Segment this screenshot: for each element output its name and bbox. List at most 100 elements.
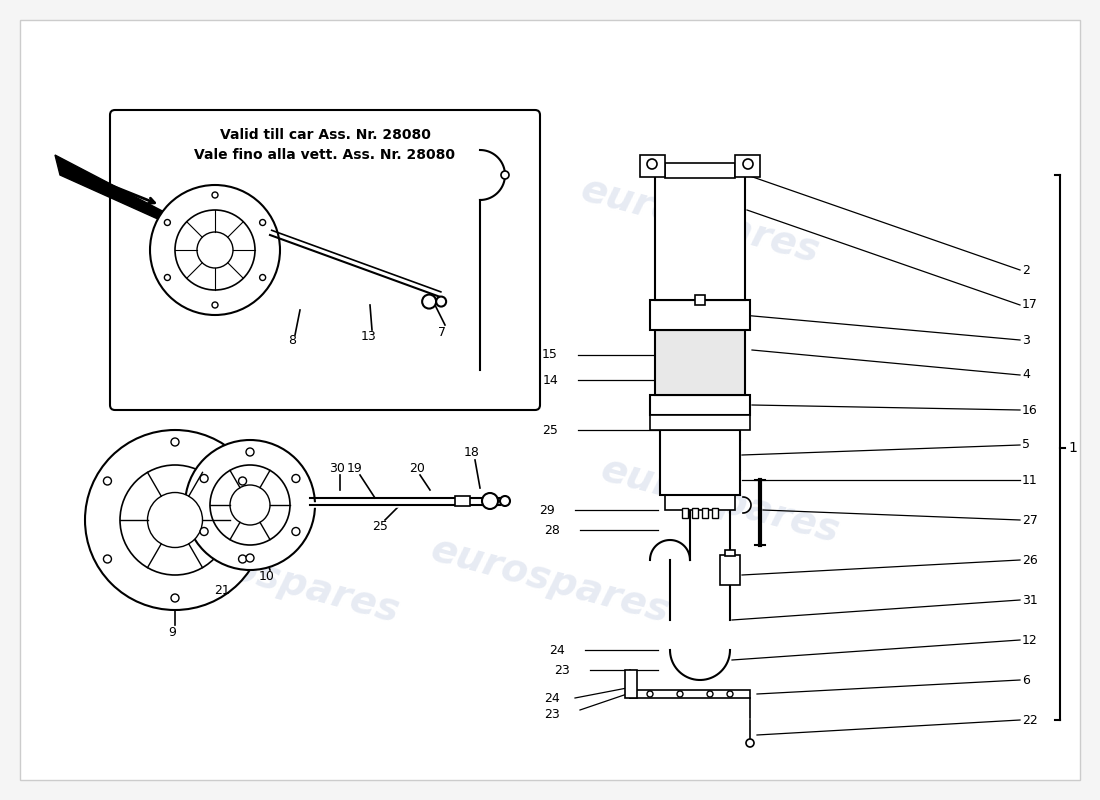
Bar bbox=[725, 550, 735, 556]
Text: Valid till car Ass. Nr. 28080: Valid till car Ass. Nr. 28080 bbox=[220, 128, 430, 142]
Text: 5: 5 bbox=[1022, 438, 1030, 451]
Text: 11: 11 bbox=[1022, 474, 1037, 486]
Circle shape bbox=[292, 527, 300, 535]
Circle shape bbox=[647, 691, 653, 697]
Circle shape bbox=[103, 477, 111, 485]
Text: 27: 27 bbox=[1022, 514, 1038, 526]
Bar bbox=[692, 508, 698, 518]
Bar bbox=[654, 330, 745, 395]
Circle shape bbox=[120, 465, 230, 575]
Circle shape bbox=[150, 185, 280, 315]
Circle shape bbox=[246, 554, 254, 562]
Circle shape bbox=[185, 440, 315, 570]
Bar bbox=[666, 490, 735, 510]
Text: 24: 24 bbox=[544, 691, 560, 705]
Circle shape bbox=[164, 219, 170, 226]
Bar bbox=[660, 430, 740, 495]
Text: Vale fino alla vett. Ass. Nr. 28080: Vale fino alla vett. Ass. Nr. 28080 bbox=[195, 148, 455, 162]
FancyBboxPatch shape bbox=[110, 110, 540, 410]
Circle shape bbox=[260, 219, 265, 226]
Text: 6: 6 bbox=[1022, 674, 1030, 686]
Circle shape bbox=[676, 691, 683, 697]
Circle shape bbox=[200, 527, 208, 535]
Circle shape bbox=[200, 474, 208, 482]
Text: eurospares: eurospares bbox=[576, 170, 824, 270]
Text: 19: 19 bbox=[348, 462, 363, 474]
Text: 30: 30 bbox=[329, 462, 345, 474]
Text: 1: 1 bbox=[1068, 441, 1077, 454]
Text: 23: 23 bbox=[544, 709, 560, 722]
Text: 22: 22 bbox=[1022, 714, 1037, 726]
Bar bbox=[682, 508, 688, 518]
Text: 12: 12 bbox=[1022, 634, 1037, 646]
Bar bbox=[630, 690, 750, 698]
Bar bbox=[702, 508, 708, 518]
Bar bbox=[695, 295, 705, 305]
Text: 18: 18 bbox=[464, 446, 480, 459]
Circle shape bbox=[85, 430, 265, 610]
Text: 31: 31 bbox=[1022, 594, 1037, 606]
Text: 20: 20 bbox=[409, 462, 425, 474]
Circle shape bbox=[260, 274, 265, 281]
Bar bbox=[735, 155, 760, 177]
Text: 2: 2 bbox=[1022, 263, 1030, 277]
Circle shape bbox=[500, 171, 509, 179]
Circle shape bbox=[170, 438, 179, 446]
Bar bbox=[650, 395, 750, 415]
Circle shape bbox=[707, 691, 713, 697]
Circle shape bbox=[647, 159, 657, 169]
Circle shape bbox=[422, 294, 436, 309]
Circle shape bbox=[239, 555, 246, 563]
Polygon shape bbox=[55, 155, 170, 220]
Text: 8: 8 bbox=[288, 334, 296, 346]
Circle shape bbox=[175, 210, 255, 290]
Bar bbox=[720, 555, 740, 585]
Text: 29: 29 bbox=[539, 503, 556, 517]
Circle shape bbox=[212, 192, 218, 198]
Text: 10: 10 bbox=[260, 570, 275, 583]
Circle shape bbox=[230, 485, 270, 525]
Text: 7: 7 bbox=[438, 326, 446, 338]
Text: 26: 26 bbox=[1022, 554, 1037, 566]
Circle shape bbox=[147, 493, 202, 547]
Text: 13: 13 bbox=[361, 330, 377, 343]
Circle shape bbox=[500, 496, 510, 506]
Circle shape bbox=[164, 274, 170, 281]
Bar bbox=[654, 175, 745, 300]
Bar bbox=[666, 163, 735, 178]
Bar bbox=[455, 496, 470, 506]
Text: 14: 14 bbox=[542, 374, 558, 386]
Text: 4: 4 bbox=[1022, 369, 1030, 382]
Circle shape bbox=[103, 555, 111, 563]
Text: eurospares: eurospares bbox=[427, 530, 673, 630]
Circle shape bbox=[292, 474, 300, 482]
Text: 17: 17 bbox=[1022, 298, 1038, 311]
Text: 16: 16 bbox=[1022, 403, 1037, 417]
Text: 28: 28 bbox=[544, 523, 560, 537]
Circle shape bbox=[727, 691, 733, 697]
Text: 15: 15 bbox=[542, 349, 558, 362]
Circle shape bbox=[170, 594, 179, 602]
Circle shape bbox=[746, 739, 754, 747]
Text: 9: 9 bbox=[168, 626, 176, 638]
Bar bbox=[650, 415, 750, 430]
Circle shape bbox=[436, 297, 447, 306]
Circle shape bbox=[197, 232, 233, 268]
Circle shape bbox=[482, 493, 498, 509]
Text: eurospares: eurospares bbox=[176, 250, 424, 350]
Text: 3: 3 bbox=[1022, 334, 1030, 346]
Bar bbox=[625, 670, 637, 698]
Circle shape bbox=[210, 465, 290, 545]
Text: 25: 25 bbox=[542, 423, 558, 437]
Text: 23: 23 bbox=[554, 663, 570, 677]
Circle shape bbox=[742, 159, 754, 169]
Circle shape bbox=[246, 448, 254, 456]
Circle shape bbox=[212, 302, 218, 308]
Text: 25: 25 bbox=[372, 521, 388, 534]
Bar bbox=[712, 508, 718, 518]
Text: eurospares: eurospares bbox=[156, 530, 404, 630]
Text: eurospares: eurospares bbox=[596, 450, 844, 550]
Circle shape bbox=[239, 477, 246, 485]
Text: 21: 21 bbox=[214, 583, 230, 597]
Bar bbox=[640, 155, 666, 177]
